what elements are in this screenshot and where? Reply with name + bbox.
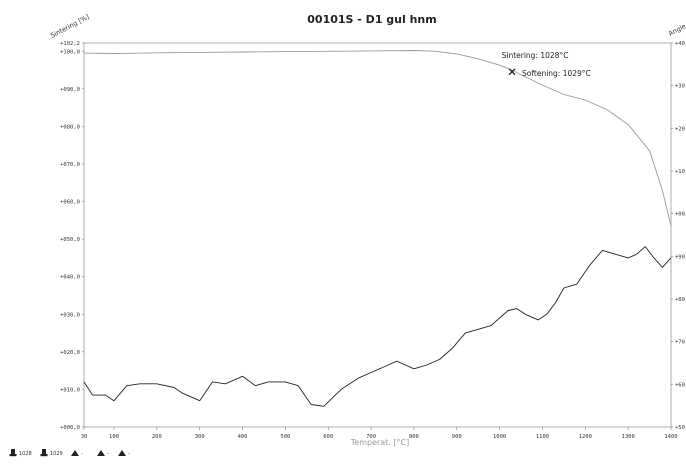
x-tick-label: 300 — [195, 434, 205, 440]
legend-marker-icon — [40, 454, 48, 457]
x-tick-label: 100 — [109, 434, 119, 440]
legend-item: 1028 — [9, 449, 32, 457]
legend-marker-icon — [118, 450, 126, 456]
tick-layer: 30 100 200 300 400 500 600 700 800 900 1000 1100 120… — [60, 41, 685, 440]
y-right-tick-label: +20 — [675, 126, 685, 132]
y-right-tick-label: +30 — [675, 84, 685, 90]
y-tick-label: +000,0 — [60, 425, 80, 431]
y-right-tick-label: +70 — [675, 340, 685, 346]
y-right-tick-label: +60 — [675, 382, 685, 388]
x-tick-label: 1200 — [579, 434, 592, 440]
y-tick-label: +020,0 — [60, 350, 80, 356]
x-tick-label: 200 — [152, 434, 162, 440]
legend-label: 1028 — [19, 451, 32, 457]
legend-item: - — [97, 450, 109, 457]
legend-marker-icon — [9, 454, 17, 457]
y-tick-label: +030,0 — [60, 312, 80, 318]
annotation-marker — [508, 68, 516, 76]
y-tick-label: +010,0 — [60, 387, 80, 393]
legend-marker-icon — [71, 450, 79, 456]
annotation-layer: Sintering: 1028°C Softening: 1029°C — [502, 51, 591, 78]
annotation-sintering: Sintering: 1028°C — [502, 51, 569, 60]
legend-item: - — [118, 450, 130, 457]
y-tick-label: +070,0 — [60, 162, 80, 168]
x-tick-label: 1100 — [536, 434, 549, 440]
y-right-tick-label: +90 — [675, 254, 685, 260]
y-tick-label: +100,0 — [60, 49, 80, 55]
x-tick-label: 1400 — [664, 434, 677, 440]
chart-title: 00101S - D1 gul hnm — [307, 13, 436, 26]
series-layer — [83, 50, 672, 407]
x-tick-label: 500 — [280, 434, 290, 440]
y-right-tick-label: +50 — [675, 425, 685, 431]
legend: 1028 1029 - - - — [9, 449, 130, 457]
y-axis-label-left: Sintering [%] — [49, 13, 90, 40]
x-tick-label: 900 — [452, 434, 462, 440]
y-tick-label: +050,0 — [60, 237, 80, 243]
x-tick-label: 700 — [366, 434, 376, 440]
x-tick-label: 400 — [238, 434, 248, 440]
series-line-1 — [83, 50, 672, 227]
legend-label: 1029 — [50, 451, 63, 457]
legend-item: - — [71, 450, 83, 457]
legend-marker-icon — [97, 450, 105, 456]
x-tick-label: 1000 — [493, 434, 506, 440]
legend-marker-icon — [11, 449, 15, 454]
y-right-tick-label: +40 — [675, 41, 685, 47]
x-tick-label: 600 — [323, 434, 333, 440]
y-right-tick-label: +10 — [675, 169, 685, 175]
annotation-softening: Softening: 1029°C — [522, 69, 591, 78]
x-tick-label: 30 — [81, 434, 88, 440]
x-tick-label: 1300 — [622, 434, 635, 440]
y-right-tick-label: +80 — [675, 297, 685, 303]
x-axis-label: Temperat. [°C] — [350, 438, 409, 447]
legend-label: - — [81, 451, 83, 457]
y-tick-label: +080,0 — [60, 124, 80, 130]
y-right-tick-label: +00 — [675, 212, 685, 218]
legend-marker-icon — [42, 449, 46, 454]
series-line-2 — [83, 246, 672, 407]
legend-label: - — [128, 451, 130, 457]
plot-frame — [83, 42, 672, 428]
y-axis-label-right: Angle — [667, 22, 686, 38]
y-tick-label: +102,2 — [60, 41, 80, 47]
legend-label: - — [107, 451, 109, 457]
x-tick-label: 800 — [409, 434, 419, 440]
y-tick-label: +040,0 — [60, 275, 80, 281]
y-tick-label: +060,0 — [60, 200, 80, 206]
y-tick-label: +090,0 — [60, 87, 80, 93]
legend-item: 1029 — [40, 449, 63, 457]
